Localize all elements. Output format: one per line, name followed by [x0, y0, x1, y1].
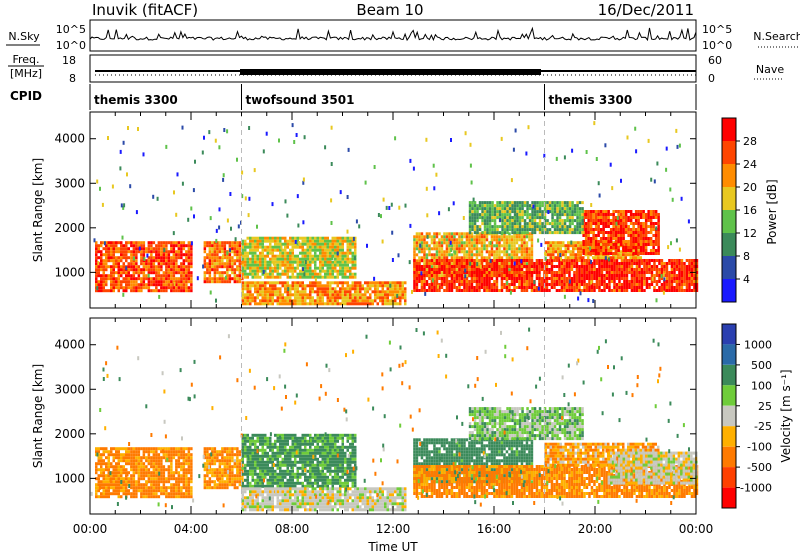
- colorbar-swatch-7: [722, 118, 736, 141]
- heatmap-region-7: [607, 451, 698, 485]
- colorbar-tick-2: 12: [743, 227, 757, 240]
- colorbar-swatch-2: [722, 233, 736, 256]
- freq-panel: Freq. [MHz] 18 8 60 0 Nave: [8, 53, 784, 85]
- colorbar-tick-4: 20: [743, 181, 757, 194]
- xtick-label-3: 12:00: [376, 522, 411, 536]
- nsky-tick-bottom: 10^0: [56, 39, 86, 52]
- cpid-segment-0: themis 3300: [94, 93, 178, 107]
- heatmap-region-8: [468, 407, 584, 441]
- heatmap-region-8: [468, 201, 584, 235]
- ytick-label-3: 4000: [54, 338, 85, 352]
- power-heatmap: [93, 112, 699, 308]
- nsky-tick-top: 10^5: [56, 23, 86, 36]
- colorbar-swatch-3: [722, 210, 736, 233]
- colorbar-swatch-5: [722, 426, 736, 447]
- ytick-label-2: 3000: [54, 382, 85, 396]
- heatmap-region-3: [241, 281, 407, 306]
- power-panel: 1000 2000 3000 4000 Slant Range [km] 4 8 12 16…: [31, 111, 779, 309]
- ytick-label-2: 3000: [54, 176, 85, 190]
- nsearch-label: N.Search: [753, 30, 800, 43]
- colorbar-swatch-5: [722, 164, 736, 187]
- xtick-label-0: 00:00: [73, 522, 108, 536]
- cpid-segment-2: themis 3300: [549, 93, 633, 107]
- date-title: 16/Dec/2011: [598, 1, 694, 19]
- heatmap-region-3: [241, 487, 407, 512]
- xtick-label-2: 08:00: [275, 522, 310, 536]
- ytick-label-0: 1000: [54, 265, 85, 279]
- colorbar-swatch-3: [722, 385, 736, 406]
- freq-trace: [95, 69, 696, 76]
- colorbar-tick-3: 25: [758, 400, 772, 413]
- nsearch-tick-top: 10^5: [702, 23, 732, 36]
- ytick-label-0: 1000: [54, 471, 85, 485]
- station-title: Inuvik (fitACF): [92, 1, 198, 19]
- cpid-segment-1: twofsound 3501: [246, 93, 355, 107]
- colorbar-swatch-6: [722, 141, 736, 164]
- freq-label-1: Freq.: [12, 53, 39, 66]
- colorbar-tick-1: 8: [743, 250, 750, 263]
- colorbar-swatch-6: [722, 446, 736, 468]
- cpid-strip: CPID themis 3300 twofsound 3501 themis 330…: [10, 84, 697, 110]
- nsearch-tick-bottom: 10^0: [702, 39, 732, 52]
- nave-tick-top: 60: [708, 54, 722, 67]
- colorbar-tick-5: -100: [747, 441, 772, 454]
- colorbar-tick-0: 4: [743, 273, 750, 286]
- velocity-panel: 1000 2000 3000 4000 00:00 04:00 08:00 12:00 16:…: [31, 317, 793, 536]
- colorbar-swatch-0: [722, 324, 736, 345]
- colorbar-tick-4: -25: [754, 420, 772, 433]
- freq-label-2: [MHz]: [10, 67, 42, 80]
- xtick-label-5: 20:00: [578, 522, 613, 536]
- ytick-label-3: 4000: [54, 132, 85, 146]
- nsky-label: N.Sky: [8, 30, 40, 43]
- colorbar-swatch-2: [722, 364, 736, 386]
- velocity-heatmap: [90, 318, 699, 514]
- xtick-label-4: 16:00: [477, 522, 512, 536]
- nsky-trace: [89, 26, 697, 42]
- colorbar-swatch-4: [722, 187, 736, 210]
- colorbar-swatch-4: [722, 405, 736, 427]
- colorbar-swatch-1: [722, 256, 736, 279]
- xtick-label-6: 00:00: [679, 522, 714, 536]
- colorbar-tick-2: 100: [751, 379, 772, 392]
- colorbar-tick-6: 28: [743, 135, 757, 148]
- colorbar-tick-0: 1000: [744, 338, 772, 351]
- colorbar-tick-5: 24: [743, 158, 757, 171]
- nsky-panel: N.Sky 10^5 10^0 10^5 10^0 N.Search: [6, 19, 800, 52]
- ytick-label-1: 2000: [54, 427, 85, 441]
- nave-tick-bottom: 0: [708, 72, 715, 85]
- cpid-label: CPID: [10, 89, 42, 103]
- heatmap-speckles: [90, 327, 698, 510]
- heatmap-region-1: [203, 447, 244, 490]
- colorbar-swatch-1: [722, 344, 736, 365]
- colorbar-tick-1: 500: [751, 359, 772, 372]
- power-colorbar-label: Power [dB]: [765, 179, 779, 244]
- velocity-colorbar-label: Velocity [m s⁻¹]: [779, 369, 793, 462]
- velocity-ylabel: Slant Range [km]: [31, 364, 45, 468]
- heatmap-region-2: [241, 433, 357, 488]
- colorbar-swatch-7: [722, 467, 736, 488]
- heatmap-region-5: [413, 259, 699, 292]
- beam-title: Beam 10: [356, 1, 423, 19]
- ytick-label-1: 2000: [54, 221, 85, 235]
- power-ylabel: Slant Range [km]: [31, 158, 45, 262]
- colorbar-swatch-8: [722, 487, 736, 508]
- freq-tick-bottom: 8: [69, 72, 76, 85]
- colorbar-swatch-0: [722, 279, 736, 302]
- nave-label: Nave: [756, 63, 784, 76]
- freq-tick-top: 18: [62, 54, 76, 67]
- time-axis-label: Time UT: [367, 540, 418, 554]
- colorbar-tick-3: 16: [743, 204, 757, 217]
- heatmap-speckles: [93, 121, 690, 303]
- heatmap-region-1: [203, 241, 244, 284]
- heatmap-region-2: [241, 236, 357, 279]
- heatmap-region-0: [95, 241, 193, 293]
- colorbar-tick-6: -500: [747, 461, 772, 474]
- colorbar-tick-7: -1000: [740, 482, 772, 495]
- xtick-label-1: 04:00: [174, 522, 209, 536]
